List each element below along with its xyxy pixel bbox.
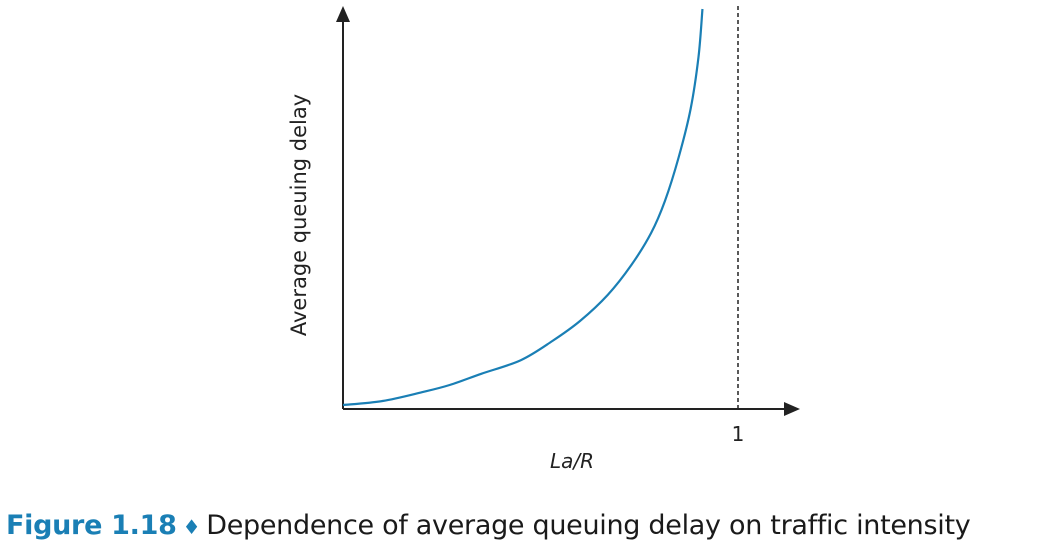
queuing-delay-chart: 1 La/R Average queuing delay (287, 6, 800, 473)
x-axis-label: La/R (550, 449, 594, 473)
y-axis-label: Average queuing delay (287, 94, 311, 336)
caption-text: Dependence of average queuing delay on t… (206, 510, 971, 541)
figure-label: Figure 1.18 (6, 510, 177, 541)
figure-caption: Figure 1.18 ♦ Dependence of average queuin… (6, 510, 971, 541)
x-tick-label-1: 1 (732, 422, 745, 446)
x-axis-arrow-icon (784, 402, 800, 416)
y-axis-arrow-icon (336, 6, 350, 22)
series-line-delay (342, 8, 704, 407)
diamond-separator-icon: ♦ (182, 515, 201, 539)
